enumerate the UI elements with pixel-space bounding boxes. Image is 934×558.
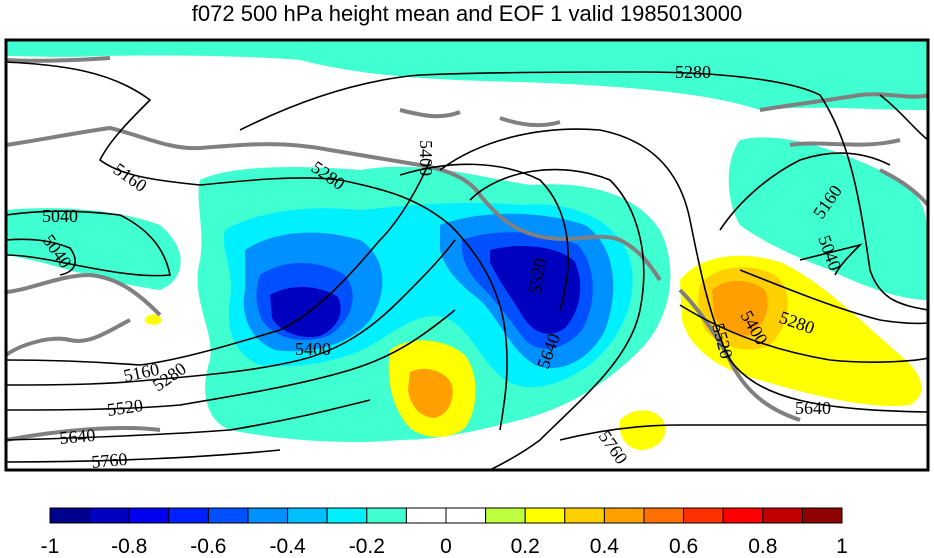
positive-area-small <box>619 410 666 450</box>
colorbar-swatch <box>722 507 764 524</box>
map-frame <box>4 38 930 472</box>
colorbar-swatch <box>366 507 407 524</box>
colorbar-swatch <box>287 507 328 524</box>
colorbar-tick-label: -0.4 <box>270 535 307 558</box>
colorbar-swatch <box>603 507 645 524</box>
colorbar-labels: -1 -0.8 -0.6 -0.4 -0.2 0 0.2 0.4 0.6 0.8 1 <box>41 535 848 558</box>
colorbar-swatch <box>89 507 130 524</box>
colorbar-swatch <box>643 507 685 524</box>
colorbar-swatch <box>326 507 368 524</box>
negative-area-right <box>728 137 928 300</box>
contour-label: 5040 <box>42 206 78 226</box>
contour-label: 5640 <box>795 398 831 418</box>
colorbar-swatch <box>683 507 724 524</box>
positive-band-top <box>6 40 928 110</box>
colorbar-swatch <box>445 507 487 524</box>
contour-label: 5280 <box>675 62 711 82</box>
colorbar-swatch <box>801 507 843 524</box>
colorbar-swatch <box>168 507 209 524</box>
colorbar-swatch <box>128 507 170 524</box>
contour-label: 5640 <box>59 425 97 448</box>
colorbar-swatch <box>485 507 526 524</box>
colorbar-tick-label: 0 <box>440 535 452 558</box>
colorbar <box>49 507 843 524</box>
coastlines <box>6 56 928 442</box>
positive-speck <box>145 314 162 325</box>
colorbar-swatch <box>762 507 803 524</box>
contour-labels: 5280 5160 5040 5280 5400 5160 5040 5040 … <box>39 62 846 472</box>
contour-label: 5400 <box>416 140 436 176</box>
negative-min-right <box>490 246 581 334</box>
colorbar-swatch <box>247 507 289 524</box>
positive-max-central <box>408 368 453 418</box>
colorbar-tick-label: 0.4 <box>590 535 620 558</box>
height-contours <box>6 61 928 470</box>
colorbar-tick-label: -0.2 <box>349 535 385 558</box>
positive-max-right <box>712 281 768 336</box>
contour-label: 5520 <box>106 395 144 420</box>
colorbar-tick-label: 0.6 <box>669 535 698 558</box>
colorbar-swatch <box>405 507 447 524</box>
colorbar-tick-label: 1 <box>836 535 848 558</box>
colorbar-swatch <box>49 507 91 524</box>
colorbar-swatch <box>207 507 249 524</box>
negative-area-left <box>6 208 181 290</box>
colorbar-tick-label: -1 <box>41 535 60 558</box>
contour-label: 5760 <box>91 449 129 472</box>
map-title: f072 500 hPa height mean and EOF 1 valid… <box>191 1 743 26</box>
colorbar-swatch <box>564 507 605 524</box>
colorbar-tick-label: -0.8 <box>111 535 147 558</box>
eof-shading <box>6 40 928 470</box>
colorbar-tick-label: 0.2 <box>511 535 540 558</box>
contour-label: 5400 <box>295 339 331 359</box>
colorbar-swatch <box>524 507 566 524</box>
colorbar-tick-label: -0.6 <box>190 535 226 558</box>
colorbar-tick-label: 0.8 <box>748 535 777 558</box>
